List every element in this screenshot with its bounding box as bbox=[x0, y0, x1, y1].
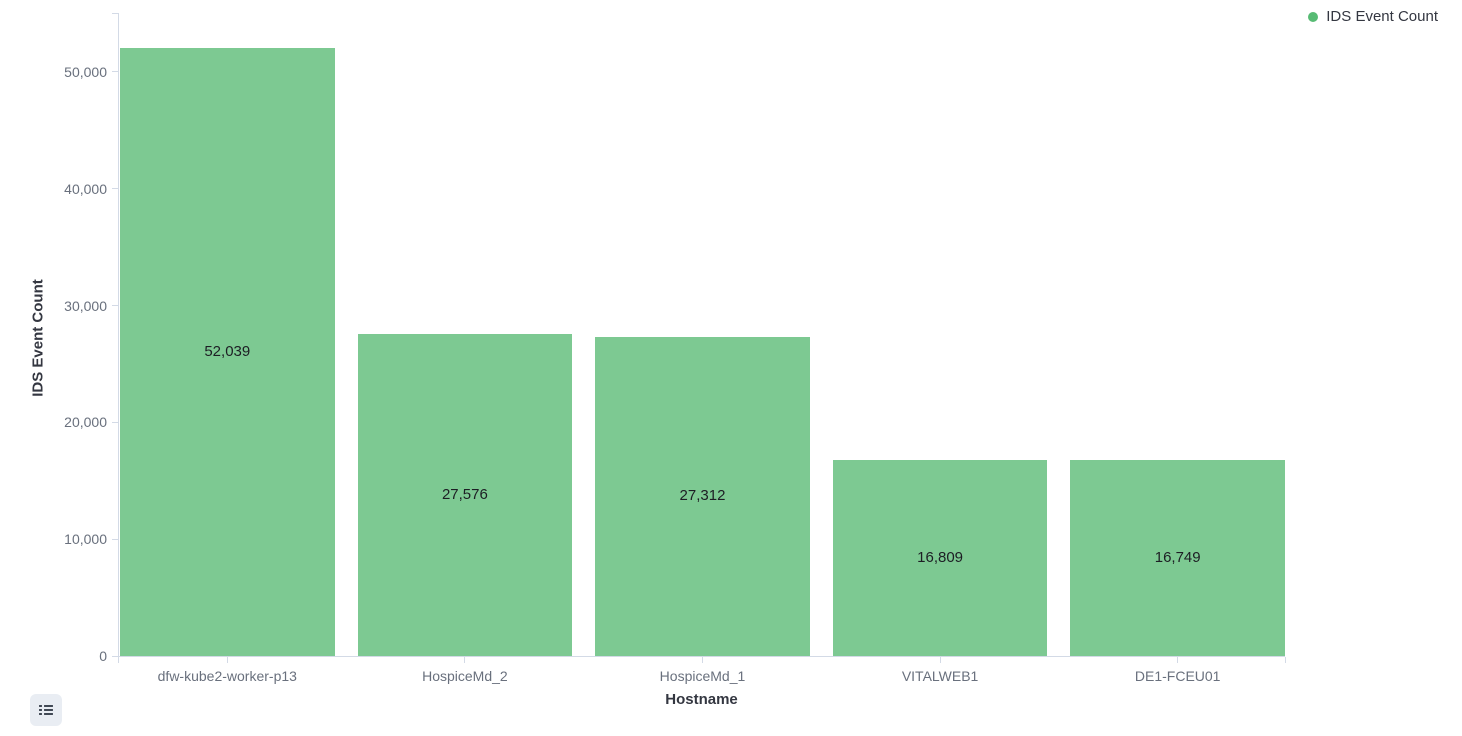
legend-toggle-button[interactable] bbox=[30, 694, 62, 726]
x-category-label: HospiceMd_1 bbox=[659, 668, 746, 684]
bar[interactable] bbox=[595, 336, 810, 656]
y-tick-mark bbox=[112, 421, 118, 423]
x-tick-mark bbox=[702, 657, 703, 663]
x-tick-mark bbox=[1177, 657, 1179, 663]
bar[interactable] bbox=[832, 459, 1048, 656]
y-axis-line bbox=[118, 13, 119, 657]
y-tick-label: 20,000 bbox=[64, 414, 107, 431]
y-axis-title: IDS Event Count bbox=[29, 279, 47, 397]
x-axis-title: Hostname bbox=[665, 691, 738, 708]
bar[interactable] bbox=[357, 333, 573, 656]
x-axis-end-tick bbox=[1284, 657, 1286, 663]
bar-value-label: 27,312 bbox=[679, 487, 726, 505]
y-tick-mark bbox=[112, 655, 118, 657]
legend-series-label: IDS Event Count bbox=[1326, 8, 1438, 25]
x-tick-mark bbox=[226, 657, 228, 663]
y-tick-mark bbox=[112, 305, 118, 307]
y-tick-mark bbox=[112, 71, 118, 73]
y-tick-label: 40,000 bbox=[64, 180, 107, 197]
x-category-label: DE1-FCEU01 bbox=[1134, 668, 1221, 684]
y-tick-mark bbox=[112, 538, 118, 540]
bar[interactable] bbox=[120, 48, 335, 656]
x-category-label: HospiceMd_2 bbox=[422, 668, 508, 684]
y-tick-label: 0 bbox=[99, 648, 107, 664]
x-category-label: dfw-kube2-worker-p13 bbox=[157, 668, 297, 684]
x-axis-line bbox=[118, 656, 1285, 657]
x-tick-mark bbox=[464, 657, 466, 663]
list-icon bbox=[39, 705, 53, 715]
y-tick-label: 30,000 bbox=[64, 297, 107, 314]
legend-series-dot bbox=[1308, 11, 1319, 22]
bar-value-label: 16,749 bbox=[1154, 549, 1201, 567]
bar-value-label: 16,809 bbox=[917, 548, 964, 566]
y-tick-mark bbox=[112, 188, 118, 190]
bar[interactable] bbox=[1070, 460, 1285, 656]
y-tick-label: 10,000 bbox=[64, 531, 107, 548]
x-tick-mark bbox=[939, 657, 941, 663]
y-axis-end-tick bbox=[112, 12, 118, 14]
bar-value-label: 52,039 bbox=[204, 343, 251, 361]
y-tick-label: 50,000 bbox=[64, 63, 107, 80]
x-category-label: VITALWEB1 bbox=[901, 668, 979, 684]
bar-value-label: 27,576 bbox=[441, 485, 488, 503]
x-axis-end-tick bbox=[117, 657, 119, 663]
legend-item[interactable]: IDS Event Count bbox=[1308, 8, 1438, 25]
